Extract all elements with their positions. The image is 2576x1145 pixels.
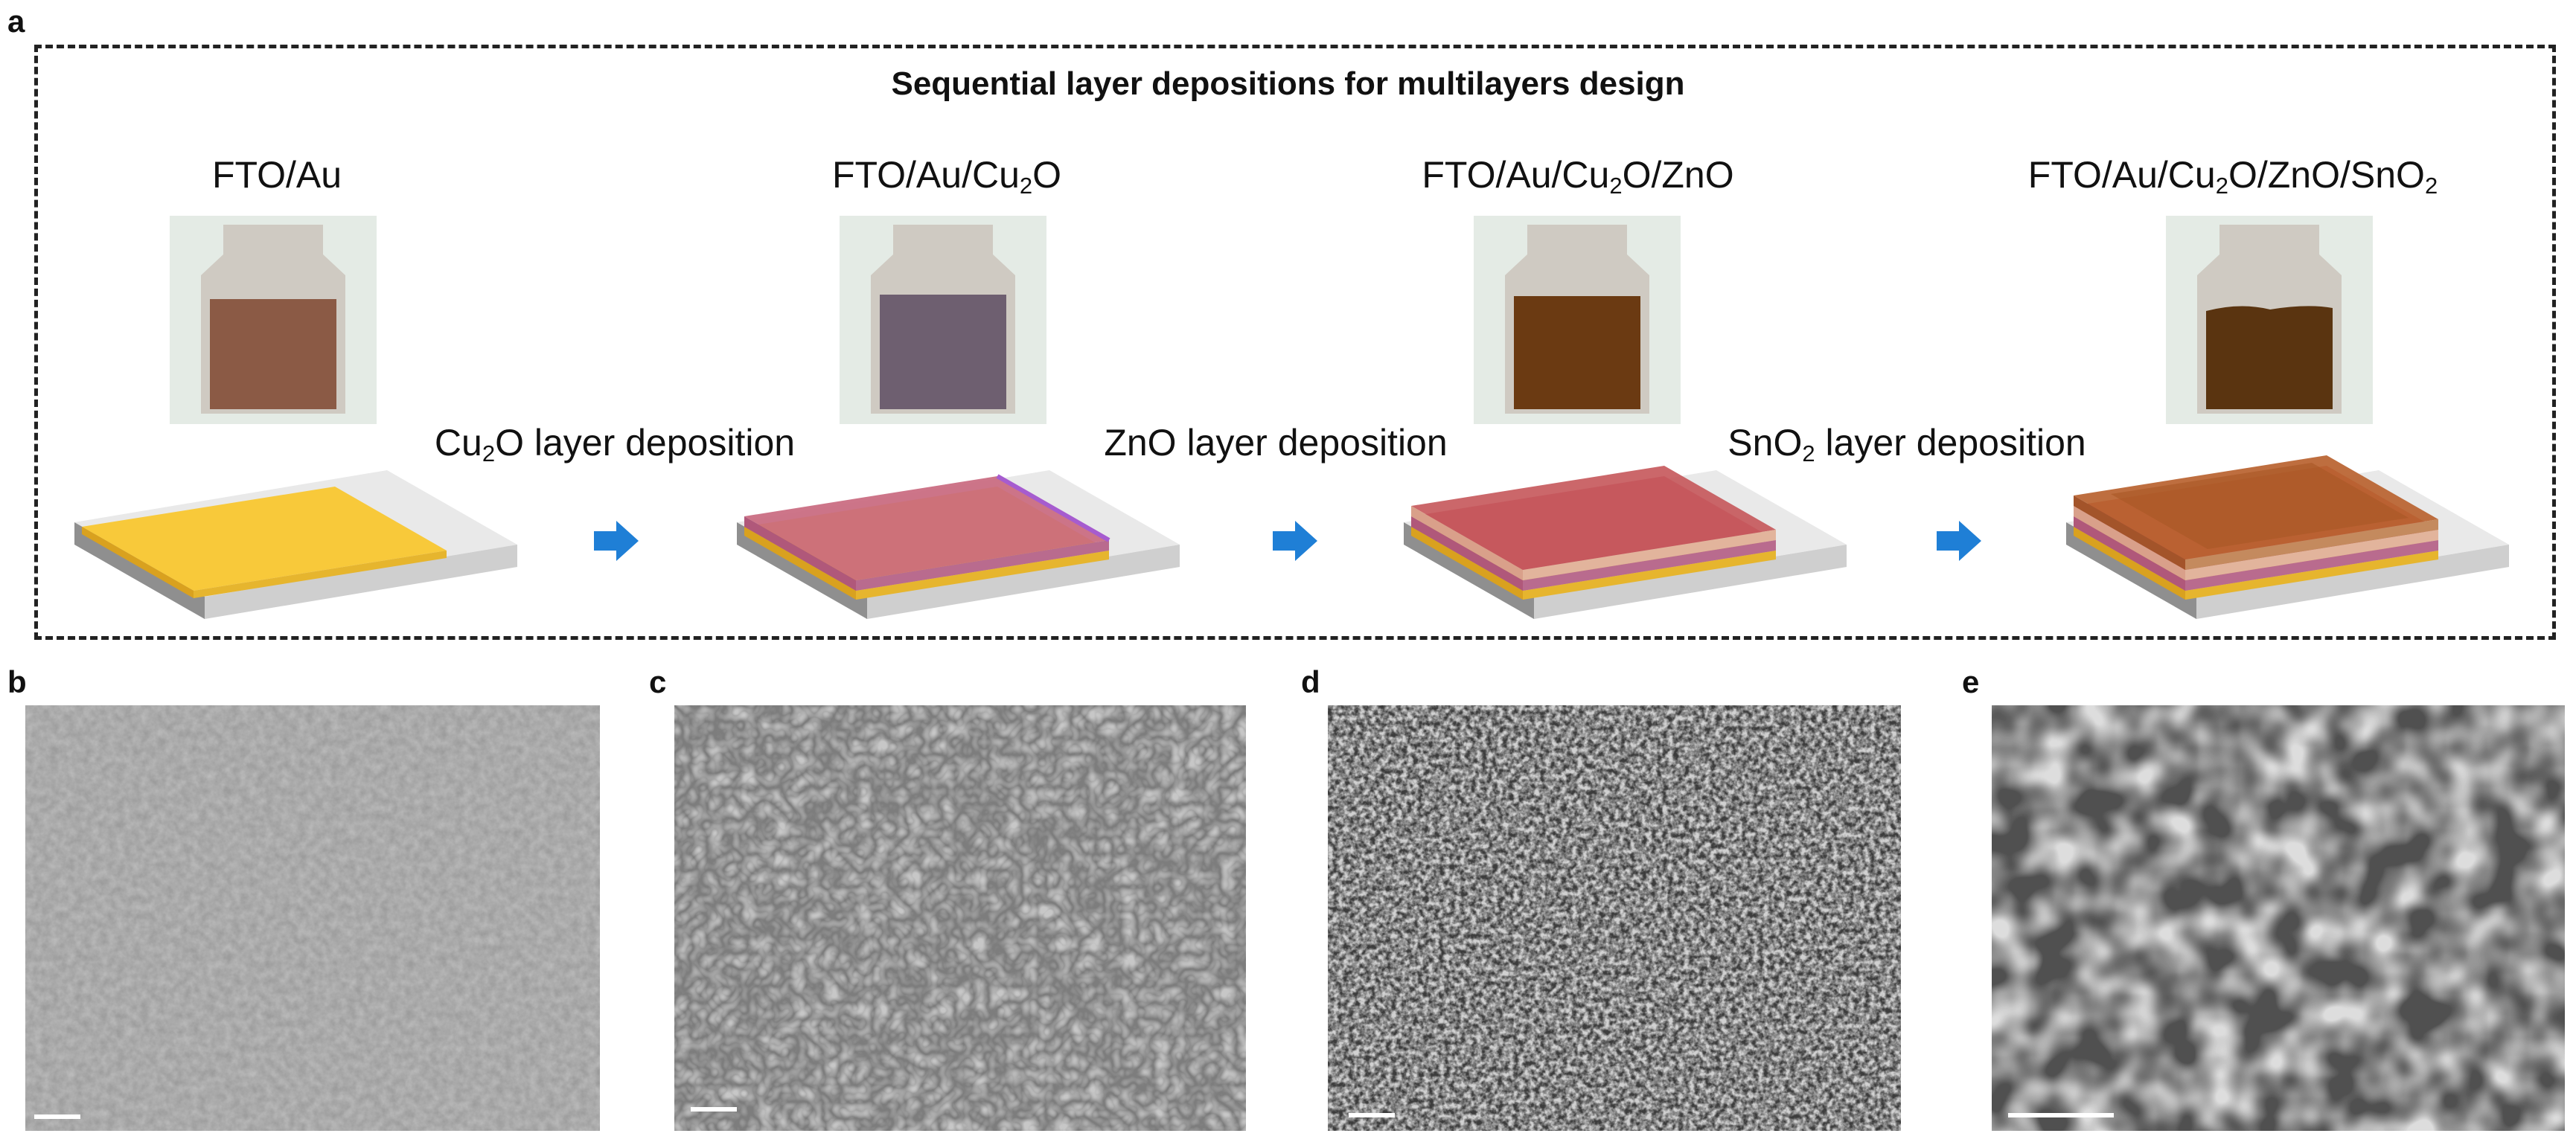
sample-label-2: FTO/Au/Cu2O — [831, 154, 1062, 199]
device-fto-au — [74, 455, 536, 631]
sample-photo-cu2o — [840, 216, 1046, 424]
panel-letter-d: d — [1301, 664, 1320, 699]
panel-letter-e: e — [1962, 664, 1980, 699]
step-label-zno: ZnO layer deposition — [1104, 422, 1448, 464]
arrow-right-icon — [1273, 521, 1317, 561]
sem-image-b — [25, 705, 600, 1131]
step-label-sno2: SnO2 layer deposition — [1728, 422, 2086, 466]
sem-image-c — [674, 705, 1246, 1131]
panel-letter-c: c — [649, 664, 667, 699]
sample-photo-zno — [1474, 216, 1681, 424]
sample-photo-sno2 — [2166, 216, 2373, 424]
device-sno2 — [2066, 440, 2528, 631]
arrow-right-icon — [1937, 521, 1981, 561]
diagram-title: Sequential layer depositions for multila… — [891, 65, 1685, 102]
sample-label-4: FTO/Au/Cu2O/ZnO/SnO2 — [2027, 154, 2438, 199]
device-zno — [1404, 455, 1865, 631]
dashed-frame — [34, 45, 2556, 640]
sample-photo-fto-au — [170, 216, 377, 424]
arrow-right-icon — [594, 521, 639, 561]
sample-label-3: FTO/Au/Cu2O/ZnO — [1422, 154, 1734, 199]
panel-letter-b: b — [7, 664, 27, 699]
step-label-cu2o: Cu2O layer deposition — [434, 422, 796, 466]
device-cu2o — [737, 455, 1198, 631]
sem-image-e — [1992, 705, 2565, 1131]
panel-letter-a: a — [7, 4, 25, 39]
sem-image-d — [1328, 705, 1901, 1131]
sample-label-1: FTO/Au — [211, 154, 342, 196]
